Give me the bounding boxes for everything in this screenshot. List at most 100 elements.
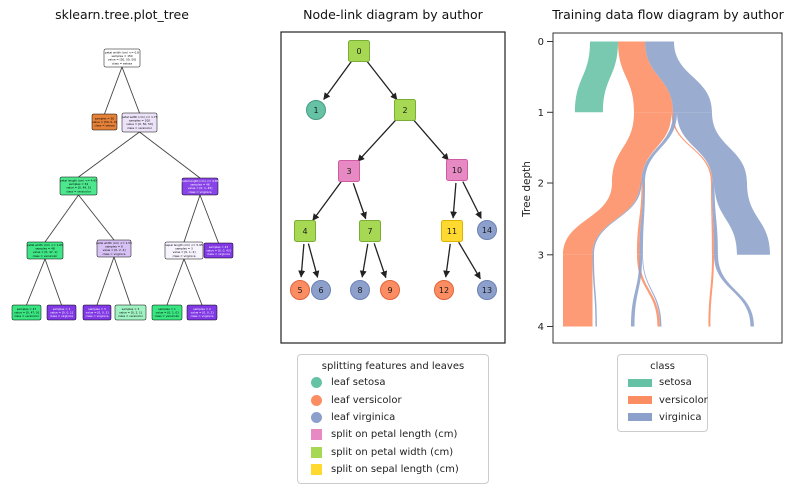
plot-tree-edge-11-13	[183, 258, 203, 306]
tree-node-6	[311, 280, 331, 300]
plot-tree-node-text: petal length (cm) <= 4.95	[60, 179, 97, 183]
tree-node-13	[477, 280, 497, 300]
plot-tree-node-10	[181, 177, 219, 196]
plot-tree-edge-10-14	[199, 194, 219, 244]
node-link-edge-11-13	[458, 241, 481, 280]
plot-tree-node-text: value = [0, 0, 2]	[191, 310, 214, 314]
plot-tree-node-text: value = [0, 47, 1]	[33, 250, 58, 254]
plot-tree-node-1	[91, 113, 118, 131]
node-link-edge-7-9	[373, 243, 388, 279]
flow-band-versicolor-10-11	[711, 183, 714, 255]
plot-tree-node-text: class = virginica	[173, 254, 196, 258]
tree-node-label-7: 7	[367, 227, 372, 236]
plot-tree-node-text: samples = 6	[105, 245, 123, 249]
legend-item-split-petal-width: split on petal width (cm)	[298, 444, 488, 461]
plot-tree-node-text: samples = 2	[193, 307, 211, 311]
plot-tree-edge-7-9	[113, 256, 131, 306]
plot-tree-node-text: samples = 150	[111, 54, 132, 58]
flow-band-virginica-2-3	[641, 112, 677, 183]
leaf-setosa-marker-icon	[311, 377, 322, 389]
plot-tree-node-text: value = [0, 0, 1]	[50, 310, 73, 314]
tree-node-label-13: 13	[482, 286, 492, 295]
plot-tree-node-4	[26, 241, 64, 260]
node-link-edge-0-2	[366, 60, 398, 101]
legend-item-versicolor: versicolor	[618, 391, 708, 408]
plot-tree-node-text: petal length (cm) <= 4.85	[182, 179, 219, 183]
flow-band-versicolor-2-10	[671, 112, 713, 183]
flow-band-setosa-0-1	[575, 41, 618, 113]
tree-node-8	[350, 280, 370, 300]
plot-tree-node-text: samples = 46	[190, 183, 210, 187]
flow-band-virginica-0-2	[645, 41, 712, 113]
node-link-edge-3-4	[312, 181, 342, 221]
legend-item-virginica: virginica	[618, 409, 707, 426]
tree-node-11	[441, 220, 463, 242]
plot-tree-node-text: value = [0, 47, 0]	[14, 310, 39, 314]
plot-tree-node-text: class = versicolor	[66, 189, 92, 193]
node-link-edge-7-8	[359, 243, 369, 278]
legend-label: split on sepal length (cm)	[331, 464, 459, 476]
plot-tree-node-text: samples = 3	[175, 247, 193, 251]
flow-band-versicolor-11-12	[708, 254, 714, 327]
plot-tree-node-text: value = [0, 2, 1]	[119, 310, 142, 314]
plot-tree-node-text: value = [0, 1, 0]	[156, 310, 179, 314]
tree-node-3	[338, 160, 360, 182]
split-petal-width-marker-icon	[311, 446, 322, 458]
plot-tree-node-text: value = [0, 2, 4]	[103, 248, 126, 252]
flow-band-versicolor-3-4	[563, 183, 640, 255]
node-link-legend: splitting features and leaves leaf setos…	[297, 354, 489, 485]
split-petal-length-marker-icon	[311, 429, 322, 441]
flow-band-virginica-2-10	[677, 112, 747, 183]
plot-tree-node-text: class = virginica	[189, 190, 212, 194]
node-link-edge-10-14	[462, 181, 482, 219]
flow-class-legend: class setosa versicolor virginica	[617, 354, 708, 433]
plot-tree-edge-4-6	[44, 258, 62, 306]
tree-node-label-1: 1	[313, 106, 318, 115]
flow-band-virginica-10-11	[712, 183, 718, 255]
plot-tree-edge-11-12	[166, 258, 185, 306]
tree-node-2	[394, 99, 416, 121]
plot-tree-node-text: petal width (cm) <= 1.75	[122, 115, 158, 119]
plot-tree-node-text: samples = 100	[129, 119, 150, 123]
plot-tree-node-text: class = versicolor	[14, 314, 40, 318]
plot-tree-node-text: sepal length (cm) <= 5.95	[165, 243, 202, 247]
tree-node-label-3: 3	[346, 167, 351, 176]
plot-tree-node-text: samples = 47	[17, 307, 37, 311]
plot-tree-node-text: value = [50, 0, 0]	[92, 120, 117, 124]
plot-tree-node-text: samples = 43	[209, 245, 229, 249]
plot-tree-node-text: samples = 1	[53, 307, 71, 311]
tree-node-12	[434, 280, 454, 300]
plot-tree-node-text: samples = 3	[88, 307, 106, 311]
plot-tree-node-text: class = versicolor	[155, 314, 181, 318]
plot-tree-node-text: value = [0, 49, 5]	[66, 186, 91, 190]
plot-tree-node-2	[121, 112, 158, 133]
plot-tree-edge-2-10	[139, 131, 201, 179]
node-link-edge-2-10	[413, 119, 449, 161]
plot-tree-node-text: class = virginica	[103, 252, 126, 256]
plot-tree-node-9	[114, 304, 147, 321]
plot-tree-node-text: value = [0, 0, 3]	[86, 310, 109, 314]
flow-band-virginica-3-7	[639, 183, 645, 255]
tree-node-label-6: 6	[318, 286, 323, 295]
plot-tree-node-text: value = [0, 1, 45]	[188, 186, 213, 190]
plot-tree-node-text: samples = 48	[35, 247, 55, 251]
node-link-edge-10-11	[450, 182, 458, 219]
tree-node-0	[348, 40, 370, 62]
plot-tree-node-text: class = versicolor	[33, 254, 59, 258]
tree-node-9	[380, 280, 400, 300]
leaf-virginica-marker-icon	[311, 411, 322, 423]
plot-tree-edge-4-5	[26, 258, 46, 306]
legend-item-leaf-setosa: leaf setosa	[298, 374, 488, 391]
node-link-edge-0-1	[323, 61, 352, 100]
node-link-edge-4-5	[298, 243, 306, 278]
plot-tree-node-text: petal width (cm) <= 1.55	[96, 241, 132, 245]
plot-tree-node-7	[96, 239, 132, 258]
flow-band-virginica-7-9	[642, 254, 662, 327]
tree-node-label-9: 9	[387, 286, 392, 295]
plot-tree-node-12	[151, 304, 183, 321]
plot-tree-node-14	[203, 242, 234, 259]
tree-node-label-14: 14	[482, 226, 492, 235]
tree-node-label-11: 11	[447, 227, 457, 236]
